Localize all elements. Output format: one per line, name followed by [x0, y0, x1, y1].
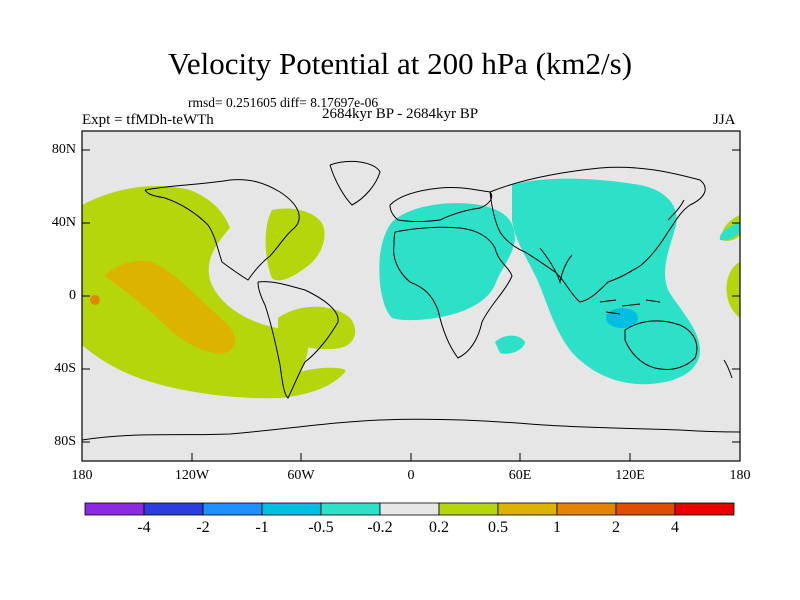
coast-japan [667, 199, 685, 221]
coast-eurasia [489, 166, 706, 303]
colorbar-swatch [379, 502, 440, 516]
colorbar-swatch [261, 502, 322, 516]
y-tick-label-40n: 40N [51, 215, 76, 230]
coast-south-america [257, 281, 339, 399]
coast-greenland [329, 161, 381, 206]
colorbar-swatch [556, 502, 617, 516]
contour-strong-spot [90, 295, 100, 305]
colorbar-label: -0.5 [308, 519, 334, 536]
contour-positive-core [104, 260, 236, 354]
coastlines [81, 161, 741, 441]
experiment-label: Expt = tfMDh-teWTh [82, 112, 214, 128]
x-tick-label-180e: 180 [729, 468, 751, 483]
contour-positive-pacific [82, 185, 346, 399]
contour-positive-atlantic-south [278, 306, 356, 350]
colorbar-label: 4 [671, 519, 679, 536]
x-tick-label-60w: 60W [287, 468, 315, 483]
colorbar-label: -2 [196, 519, 210, 536]
colorbar-swatch [615, 502, 676, 516]
coast-africa [393, 226, 513, 359]
y-tick-label-40s: 40S [54, 361, 76, 376]
contour-negative-west-edge [719, 222, 740, 241]
coast-new-zealand [723, 359, 733, 379]
contour-negative-asia [512, 178, 700, 385]
y-tick-label-0: 0 [69, 288, 76, 303]
contour-negative-madagascar [495, 335, 525, 354]
coast-maritime-continent [599, 299, 661, 315]
x-tick-label-0: 0 [407, 468, 415, 483]
y-axis-ticks [82, 149, 740, 443]
colorbar-swatch [143, 502, 204, 516]
colorbar-label: -4 [137, 519, 151, 536]
colorbar-swatch [202, 502, 263, 516]
coast-india [539, 247, 573, 284]
chart-title: Velocity Potential at 200 hPa (km2/s) [167, 46, 633, 81]
contour-positive-atlantic-north [265, 208, 325, 281]
stats-line: rmsd= 0.251605 diff= 8.17697e-06 [188, 95, 379, 110]
colorbar-swatch [438, 502, 499, 516]
contour-positive-east-edge [726, 262, 740, 318]
colorbar-swatch [84, 502, 145, 516]
colorbar-label: 0.5 [488, 519, 508, 536]
colorbar-swatch [320, 502, 381, 516]
contour-negative-africa [379, 203, 515, 321]
colorbar-label: -0.2 [367, 519, 393, 536]
coast-europe [389, 187, 493, 222]
y-tick-label-80n: 80N [51, 142, 76, 157]
period-line: 2684kyr BP - 2684kyr BP [322, 106, 479, 122]
colorbar-label: -1 [255, 519, 269, 536]
x-tick-label-60e: 60E [508, 468, 532, 483]
x-tick-label-180w: 180 [71, 468, 93, 483]
colorbar-swatch [497, 502, 558, 516]
coast-north-america [144, 179, 300, 281]
season-label: JJA [713, 112, 736, 128]
colorbar-label: 2 [612, 519, 620, 536]
x-tick-label-120w: 120W [174, 468, 210, 483]
x-tick-label-120e: 120E [615, 468, 645, 483]
coast-australia [624, 320, 698, 371]
colorbar [84, 502, 735, 516]
colorbar-label: 1 [553, 519, 561, 536]
x-axis-ticks [81, 453, 741, 461]
coast-antarctica [81, 418, 741, 441]
colorbar-label: 0.2 [429, 519, 449, 536]
contour-fills [82, 178, 740, 399]
y-tick-label-80s: 80S [54, 434, 76, 449]
colorbar-swatch [674, 502, 735, 516]
